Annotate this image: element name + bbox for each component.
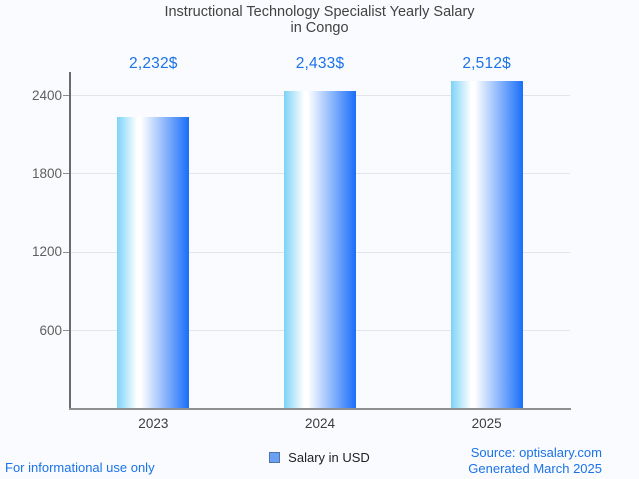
chart-title-line2: in Congo (290, 20, 349, 36)
bar-value-label: 2,512$ (462, 55, 511, 72)
x-axis-label: 2024 (304, 416, 336, 431)
x-axis-label: 2025 (471, 416, 502, 431)
bar[interactable] (284, 91, 356, 409)
y-axis-tick (63, 330, 70, 332)
y-axis-label: 600 (39, 322, 62, 338)
source-text: Source: optisalary.com (470, 445, 602, 460)
x-axis-label: 2023 (138, 416, 169, 431)
bar-value-label: 2,433$ (295, 55, 345, 72)
chart-title-line1: Instructional Technology Specialist Year… (164, 4, 475, 20)
bar[interactable] (117, 117, 190, 409)
y-axis-label: 1200 (31, 244, 62, 260)
source-attribution: Source: optisalary.com Generated March 2… (468, 445, 602, 476)
y-axis-label: 1800 (31, 165, 62, 181)
x-axis-line (68, 408, 571, 410)
disclaimer-text: For informational use only (5, 460, 155, 475)
generated-text: Generated March 2025 (468, 460, 602, 476)
chart-title: Instructional Technology Specialist Year… (0, 4, 639, 36)
y-axis-tick (63, 251, 70, 253)
legend-swatch-icon (269, 452, 281, 463)
y-axis-label: 2400 (31, 87, 62, 103)
legend: Salary in USD (0, 450, 639, 465)
y-axis-tick (63, 95, 70, 96)
y-axis-line (68, 72, 71, 410)
y-axis-tick (63, 173, 70, 175)
legend-label: Salary in USD (288, 450, 370, 465)
bar[interactable] (450, 80, 523, 409)
bar-value-label: 2,232$ (129, 55, 178, 72)
